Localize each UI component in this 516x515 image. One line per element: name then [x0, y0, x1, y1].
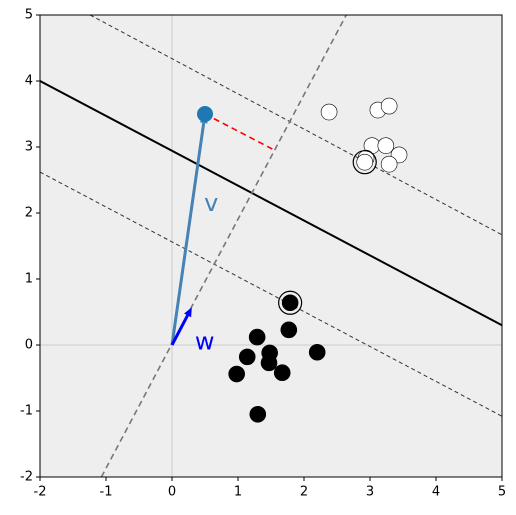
point — [249, 405, 267, 423]
point — [280, 321, 298, 339]
line — [204, 113, 273, 150]
y-tick-label: 4 — [25, 74, 33, 89]
x-tick-label: 5 — [498, 485, 506, 500]
y-tick-label: 1 — [25, 272, 33, 287]
x-tick-label: 3 — [366, 485, 374, 500]
point — [281, 294, 299, 312]
x-tick-label: 0 — [168, 485, 176, 500]
point — [356, 153, 374, 171]
vector-label: w — [195, 327, 215, 355]
point — [228, 365, 245, 383]
point — [273, 364, 291, 382]
vector-head — [184, 307, 192, 318]
y-tick-label: 0 — [25, 338, 33, 353]
point — [320, 103, 338, 121]
y-tick-label: 2 — [25, 206, 33, 221]
point — [308, 343, 326, 361]
vector-shaft — [170, 122, 206, 346]
y-tick-label: -1 — [20, 404, 33, 419]
vector-label: v — [204, 189, 218, 217]
point — [260, 354, 278, 372]
line — [40, 80, 502, 327]
line — [89, 15, 502, 236]
x-tick-label: 1 — [234, 485, 242, 500]
plot-area — [40, 15, 502, 477]
support-vector-ring — [278, 290, 303, 315]
point — [380, 97, 398, 115]
vector-point — [197, 106, 213, 122]
plot-background — [40, 15, 502, 477]
line — [40, 171, 502, 417]
y-tick-label: 5 — [25, 8, 33, 23]
y-tick-label: -2 — [20, 470, 33, 485]
line — [100, 15, 347, 477]
point — [238, 348, 256, 366]
point — [377, 137, 395, 154]
point — [248, 328, 266, 346]
point — [380, 155, 398, 173]
plot-frame — [39, 14, 503, 478]
x-tick-label: -2 — [34, 485, 47, 500]
x-tick-label: 2 — [300, 485, 308, 500]
x-tick-label: 4 — [432, 485, 440, 500]
y-tick-label: 3 — [25, 140, 33, 155]
x-tick-label: -1 — [100, 485, 113, 500]
vector-shaft — [170, 314, 189, 346]
support-vector-ring — [352, 150, 377, 175]
